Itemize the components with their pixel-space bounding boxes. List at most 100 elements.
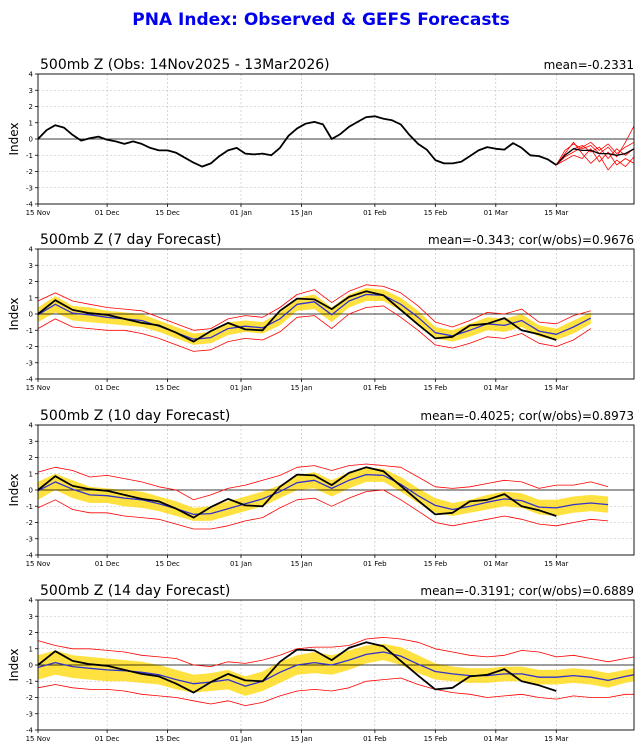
series-line-ensemble-mean: [37, 651, 635, 687]
series-line-observed: [37, 115, 557, 168]
page-title: PNA Index: Observed & GEFS Forecasts: [132, 10, 510, 30]
x-tick-label: 01 Mar: [484, 735, 508, 743]
x-tick-label: 01 Dec: [95, 209, 120, 217]
x-tick-label: 15 Dec: [155, 560, 180, 568]
plot-frame: [37, 73, 635, 205]
panel-stat: mean=-0.4025; cor(w/obs)=0.8973: [420, 409, 634, 423]
y-tick-label: 1: [29, 645, 33, 653]
x-tick-label: 15 Dec: [155, 735, 180, 743]
series-line-observed: [37, 641, 557, 694]
x-tick-label: 15 Jan: [290, 384, 312, 392]
panel-title: 500mb Z (7 day Forecast): [40, 232, 221, 248]
x-tick-label: 15 Mar: [544, 560, 568, 568]
y-axis-label: Index: [7, 297, 21, 330]
x-tick-label: 15 Nov: [26, 560, 51, 568]
x-tick-label: 15 Feb: [424, 209, 448, 217]
y-tick-label: 4: [29, 246, 34, 254]
x-tick-label: 01 Jan: [230, 560, 252, 568]
series-line-observed: [37, 466, 557, 519]
x-tick-label: 01 Mar: [484, 560, 508, 568]
x-tick-label: 15 Feb: [424, 560, 448, 568]
y-tick-label: -3: [26, 710, 33, 718]
y-axis-label: Index: [7, 122, 21, 155]
x-tick-label: 01 Mar: [484, 384, 508, 392]
y-tick-label: 2: [29, 454, 33, 462]
y-tick-label: -4: [26, 727, 34, 735]
panel-stat: mean=-0.343; cor(w/obs)=0.9676: [428, 233, 634, 247]
series-line-observed: [37, 290, 557, 343]
x-tick-label: 15 Dec: [155, 384, 180, 392]
x-tick-label: 01 Jan: [230, 209, 252, 217]
x-tick-label: 01 Jan: [230, 384, 252, 392]
x-tick-label: 15 Mar: [544, 384, 568, 392]
y-tick-label: -2: [26, 168, 33, 176]
y-tick-label: 1: [29, 470, 33, 478]
series-line-forecast-member: [555, 141, 635, 171]
x-tick-label: 15 Dec: [155, 209, 180, 217]
series-line-ensemble-min: [37, 305, 592, 352]
y-tick-label: 1: [29, 119, 33, 127]
x-tick-label: 01 Dec: [95, 560, 120, 568]
y-tick-label: 4: [29, 422, 34, 430]
ensemble-spread-band: [38, 288, 591, 345]
y-tick-label: 4: [29, 71, 34, 79]
y-tick-label: -3: [26, 535, 33, 543]
panel-title: 500mb Z (10 day Forecast): [40, 408, 230, 424]
y-tick-label: -2: [26, 343, 33, 351]
y-tick-label: 0: [29, 136, 33, 144]
y-tick-label: 3: [29, 613, 33, 621]
series-line-ensemble-min: [37, 677, 634, 706]
x-tick-label: 15 Nov: [26, 209, 51, 217]
y-tick-label: 4: [29, 597, 34, 605]
series-line-forecast-member: [556, 141, 635, 166]
y-tick-label: 2: [29, 629, 33, 637]
y-tick-label: 0: [29, 662, 33, 670]
series-line-ensemble-max: [37, 637, 635, 667]
panel-stat: mean=-0.2331: [544, 58, 634, 72]
x-tick-label: 01 Mar: [484, 209, 508, 217]
y-tick-label: -3: [26, 184, 33, 192]
series-line-ensemble-max: [37, 463, 609, 501]
y-tick-label: 1: [29, 294, 33, 302]
x-tick-label: 15 Mar: [544, 735, 568, 743]
y-tick-label: -4: [26, 201, 34, 209]
y-tick-label: -4: [26, 376, 34, 384]
y-tick-label: -2: [26, 519, 33, 527]
x-tick-label: 01 Dec: [95, 735, 120, 743]
y-tick-label: 2: [29, 103, 33, 111]
y-tick-label: 3: [29, 438, 33, 446]
y-axis-label: Index: [7, 473, 21, 506]
plot-frame: [37, 248, 635, 380]
panel-title: 500mb Z (Obs: 14Nov2025 - 13Mar2026): [40, 57, 330, 73]
y-tick-label: -1: [26, 678, 33, 686]
plot-frame: [37, 599, 635, 731]
x-tick-label: 15 Jan: [290, 209, 312, 217]
panel-title: 500mb Z (14 day Forecast): [40, 583, 230, 599]
y-tick-label: -3: [26, 359, 33, 367]
series-line-forecast-member: [556, 148, 635, 166]
panel-stat: mean=-0.3191; cor(w/obs)=0.6889: [420, 584, 634, 598]
x-tick-label: 15 Jan: [290, 735, 312, 743]
y-tick-label: -1: [26, 152, 33, 160]
y-tick-label: 3: [29, 87, 33, 95]
y-axis-label: Index: [7, 648, 21, 681]
y-tick-label: 2: [29, 278, 33, 286]
x-tick-label: 15 Feb: [424, 384, 448, 392]
plot-frame: [37, 424, 635, 556]
x-tick-label: 15 Mar: [544, 209, 568, 217]
y-tick-label: -1: [26, 503, 33, 511]
y-tick-label: 0: [29, 311, 33, 319]
series-line-forecast-mean: [555, 148, 635, 166]
y-tick-label: -1: [26, 327, 33, 335]
x-tick-label: 01 Jan: [230, 735, 252, 743]
y-tick-label: -4: [26, 552, 34, 560]
x-tick-label: 15 Jan: [290, 560, 312, 568]
x-tick-label: 01 Feb: [363, 209, 387, 217]
x-tick-label: 01 Feb: [363, 735, 387, 743]
x-tick-label: 15 Nov: [26, 735, 51, 743]
series-line-ensemble-max: [37, 284, 591, 331]
x-tick-label: 01 Feb: [363, 560, 387, 568]
x-tick-label: 15 Feb: [424, 735, 448, 743]
y-tick-label: 0: [29, 487, 33, 495]
